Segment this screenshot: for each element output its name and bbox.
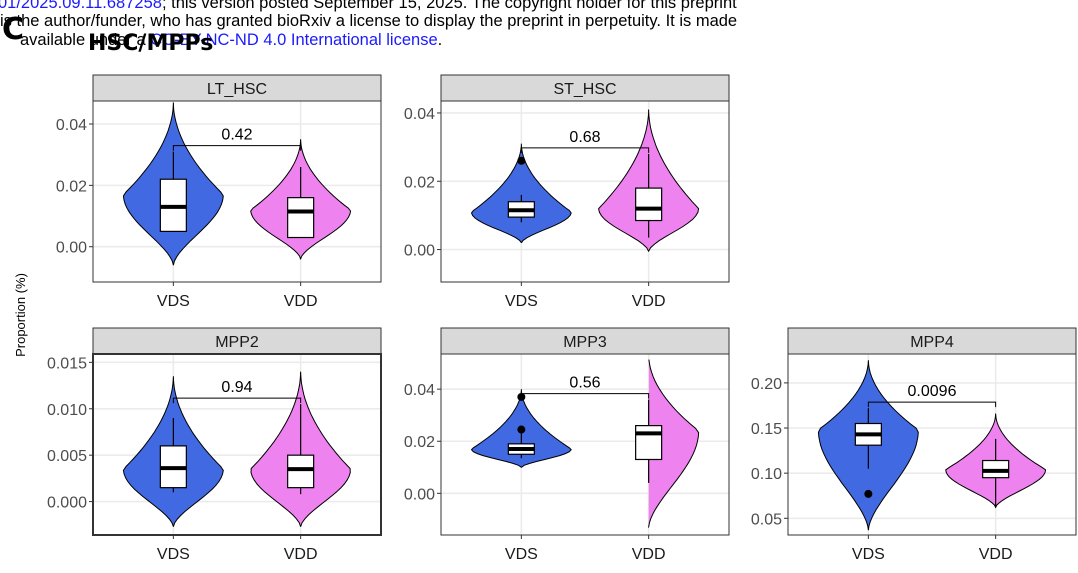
header-line-2: is the author/funder, who has granted bi…	[0, 12, 738, 30]
facet-strip	[440, 327, 730, 355]
outlier-point	[517, 425, 526, 434]
y-tick-label: 0.02	[56, 178, 87, 195]
x-tick-label: VDS	[505, 546, 538, 563]
y-tick-label: 0.02	[404, 174, 435, 191]
y-tick-label: 0.05	[751, 511, 782, 528]
x-tick-label: VDD	[632, 293, 666, 310]
violin-vdd	[647, 359, 700, 528]
panel-letter: C	[2, 12, 25, 47]
y-tick-label: 0.015	[47, 355, 87, 372]
outlier-point	[517, 156, 526, 165]
y-tick-label: 0.00	[404, 243, 435, 260]
panel-mpp2: MPP2 0.015 0.010 0.005 0.000 0.94 VDS VDD	[47, 327, 382, 563]
preprint-header: 01/2025.09.11.687258; this version poste…	[0, 0, 1078, 60]
facet-title: ST_HSC	[553, 81, 616, 98]
p-value-label: 0.68	[569, 129, 600, 146]
panel-border	[92, 100, 382, 283]
panel-border	[440, 353, 730, 536]
p-value-label: 0.94	[221, 379, 252, 396]
header-line-1-text: ; this version posted September 15, 2025…	[161, 0, 737, 12]
plot-background	[93, 354, 381, 535]
facet-strip	[440, 74, 730, 102]
p-value-label: 0.56	[569, 375, 600, 392]
y-axis-label: Proportion (%)	[13, 273, 28, 357]
doi-link[interactable]: 01/2025.09.11.687258	[0, 0, 162, 12]
header-line-3-end: .	[437, 31, 443, 49]
panel-st-hsc: ST_HSC 0.04 0.02 0.00 0.68 VDS VDD	[404, 74, 730, 310]
y-tick-label: 0.00	[56, 240, 87, 257]
y-tick-label: 0.010	[47, 402, 87, 419]
x-tick-label: VDS	[505, 293, 538, 310]
section-title: HSC/MPPs	[88, 31, 214, 56]
y-tick-label: 0.20	[751, 376, 782, 393]
panel-border	[440, 100, 730, 283]
header-line-1: 01/2025.09.11.687258; this version poste…	[0, 0, 737, 12]
y-tick-label: 0.005	[47, 448, 87, 465]
panel-border	[92, 353, 382, 536]
significance-bracket	[172, 397, 302, 404]
box-vdd	[287, 197, 315, 239]
panel-border	[787, 353, 1077, 536]
y-tick-label: 0.10	[751, 466, 782, 483]
facet-title: MPP4	[910, 334, 954, 351]
violin-vds	[470, 143, 572, 244]
panel-mpp3: MPP3 0.04 0.02 0.00 0.56 VDS VDD	[404, 327, 730, 563]
facet-title: MPP2	[215, 334, 259, 351]
x-tick-label: VDD	[632, 546, 666, 563]
p-value-label: 0.42	[221, 127, 252, 144]
panel-lt-hsc: LT_HSC 0.04 0.02 0.00 0.42 VDS VDD	[56, 74, 382, 310]
y-tick-label: 0.04	[404, 382, 435, 399]
y-tick-label: 0.02	[404, 434, 435, 451]
p-value-label: 0.0096	[908, 383, 957, 400]
facet-strip	[92, 327, 382, 355]
x-tick-label: VDS	[157, 546, 190, 563]
y-tick-label: 0.15	[751, 421, 782, 438]
y-tick-label: 0.000	[47, 495, 87, 512]
outlier-point	[864, 489, 873, 498]
panel-mpp4: MPP4 0.20 0.15 0.10 0.05 0.0096 VDS VDD	[751, 327, 1077, 563]
significance-bracket	[520, 393, 650, 399]
facet-title: LT_HSC	[207, 81, 267, 98]
license-link[interactable]: CC-BY-NC-ND 4.0 International license	[150, 31, 438, 49]
significance-bracket	[520, 147, 650, 153]
y-tick-label: 0.04	[56, 117, 87, 134]
header-line-3-text: available under a	[20, 31, 146, 49]
y-tick-label: 0.00	[404, 486, 435, 503]
header-line-3: available under a CC-BY-NC-ND 4.0 Intern…	[20, 31, 442, 49]
facet-strip	[787, 327, 1077, 355]
x-tick-label: VDD	[284, 293, 318, 310]
x-tick-label: VDS	[852, 546, 885, 563]
box-vdd	[287, 454, 315, 489]
significance-bracket	[172, 145, 302, 151]
facet-title: MPP3	[563, 334, 607, 351]
significance-bracket	[867, 401, 997, 408]
box-vdd	[635, 425, 663, 461]
x-tick-label: VDS	[157, 293, 190, 310]
y-tick-label: 0.04	[404, 106, 435, 123]
x-tick-label: VDD	[979, 546, 1013, 563]
box-vdd	[635, 187, 663, 222]
x-tick-label: VDD	[284, 546, 318, 563]
